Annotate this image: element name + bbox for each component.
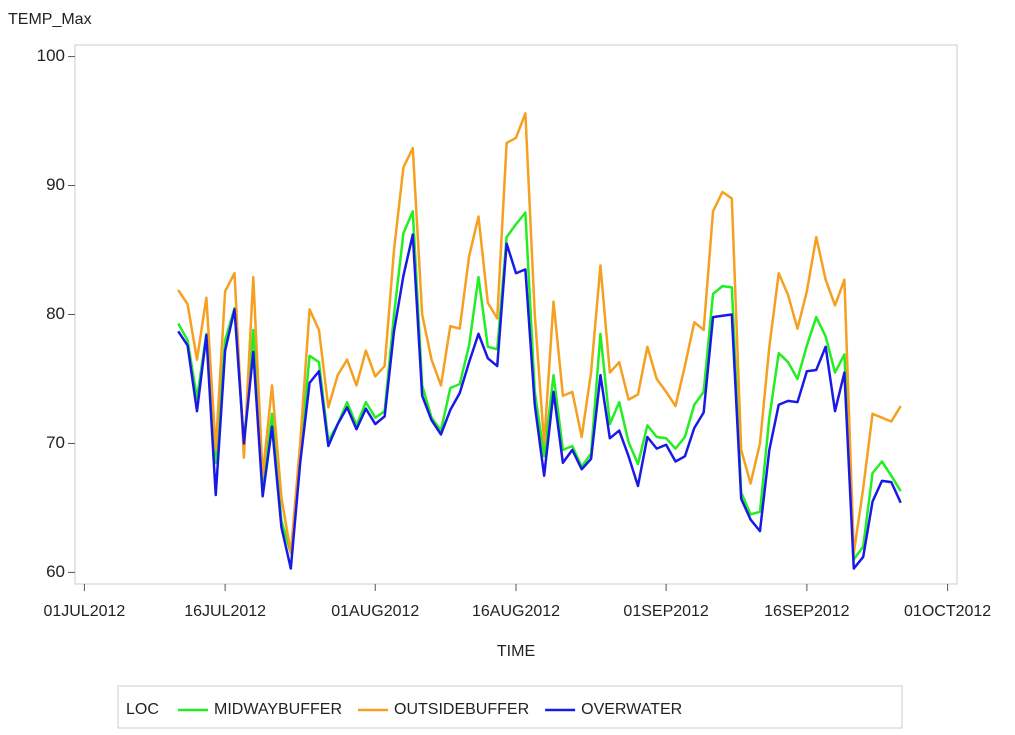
legend-label: OVERWATER	[581, 701, 682, 718]
legend-box	[117, 685, 903, 729]
x-tick-label: 01JUL2012	[43, 603, 125, 620]
series-line	[177, 233, 902, 570]
x-tick-label: 01AUG2012	[331, 603, 419, 620]
y-tick-label: 70	[46, 433, 65, 452]
y-tick-label: 60	[46, 562, 65, 581]
y-tick-label: 90	[46, 175, 65, 194]
x-tick-label: 01SEP2012	[623, 603, 709, 620]
x-tick-label: 16JUL2012	[184, 603, 266, 620]
x-tick-label: 01OCT2012	[904, 603, 991, 620]
x-tick-label: 16AUG2012	[472, 603, 560, 620]
y-tick-label: 80	[46, 304, 65, 323]
legend-label: MIDWAYBUFFER	[214, 701, 342, 718]
x-tick-label: 16SEP2012	[764, 603, 850, 620]
y-tick-label: 100	[37, 46, 65, 65]
legend-title: LOC	[126, 701, 159, 718]
series-line	[177, 112, 902, 555]
legend-label: OUTSIDEBUFFER	[394, 701, 529, 718]
x-axis-label: TIME	[497, 643, 535, 660]
y-axis-label: TEMP_Max	[8, 11, 92, 28]
